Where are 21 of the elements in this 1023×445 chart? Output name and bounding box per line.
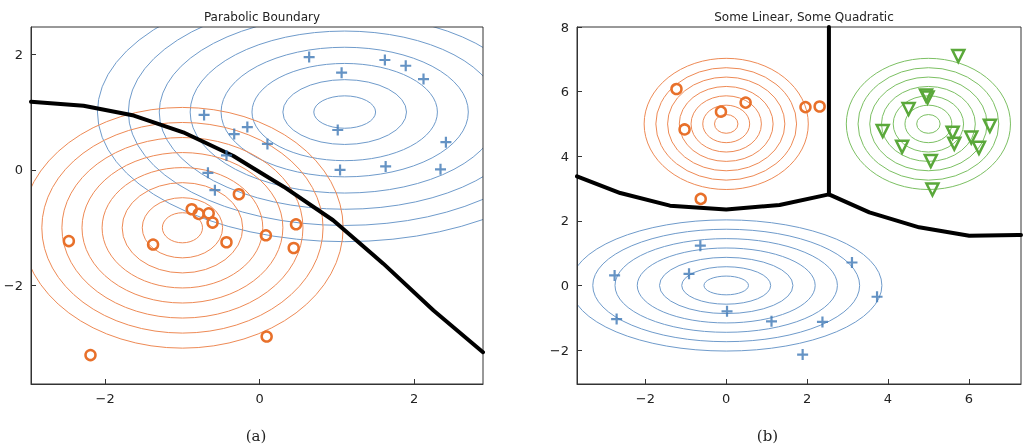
x-tick-label: 0 xyxy=(255,391,264,406)
y-tick-label: −2 xyxy=(3,278,23,294)
x-tick-label: 2 xyxy=(410,391,419,406)
x-tick-label: 0 xyxy=(722,391,731,406)
y-tick-label: 6 xyxy=(560,84,569,100)
y-tick-label: 0 xyxy=(14,162,23,178)
chart-title: Some Linear, Some Quadratic xyxy=(714,10,894,24)
chart-title: Parabolic Boundary xyxy=(203,10,321,24)
y-tick-label: −2 xyxy=(549,342,569,358)
x-tick-label: −2 xyxy=(635,391,655,406)
y-tick-label: 0 xyxy=(560,277,569,293)
text: (b) xyxy=(756,426,779,445)
text: (a) xyxy=(245,426,267,445)
y-tick-label: 2 xyxy=(560,213,569,229)
y-tick-label: 2 xyxy=(14,46,23,62)
y-tick-label: 4 xyxy=(560,148,569,164)
x-tick-label: 4 xyxy=(883,391,893,406)
x-tick-label: 6 xyxy=(964,391,973,406)
x-tick-label: −2 xyxy=(95,391,115,406)
y-tick-label: 8 xyxy=(560,19,569,35)
x-tick-label: 2 xyxy=(802,391,812,406)
